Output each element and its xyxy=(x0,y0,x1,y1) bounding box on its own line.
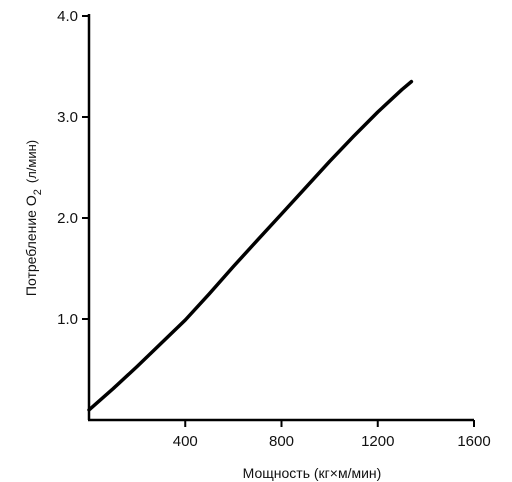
x-tick-label: 1200 xyxy=(361,433,394,450)
y-tick-label: 2.0 xyxy=(57,210,78,227)
y-axis-label-unit: (л/мин) xyxy=(24,140,39,183)
series-layer xyxy=(87,79,414,412)
y-axis-label-main: Потребление O xyxy=(23,195,39,296)
series-line xyxy=(87,79,414,412)
y-tick-label: 1.0 xyxy=(57,311,78,328)
y-axis-label: Потребление O2 (л/мин) xyxy=(23,140,44,296)
x-axis-ticks: 400 800 1200 1600 xyxy=(173,420,491,450)
x-axis-label: Мощность (кг×м/мин) xyxy=(243,465,382,481)
x-tick-label: 800 xyxy=(269,433,294,450)
x-tick-label: 400 xyxy=(173,433,198,450)
y-axis-ticks: 1.0 2.0 3.0 4.0 xyxy=(57,8,89,328)
y-tick-label: 4.0 xyxy=(57,8,78,25)
y-axis-label-subscript: 2 xyxy=(32,189,44,195)
x-tick-label: 1600 xyxy=(457,433,490,450)
y-tick-label: 3.0 xyxy=(57,109,78,126)
